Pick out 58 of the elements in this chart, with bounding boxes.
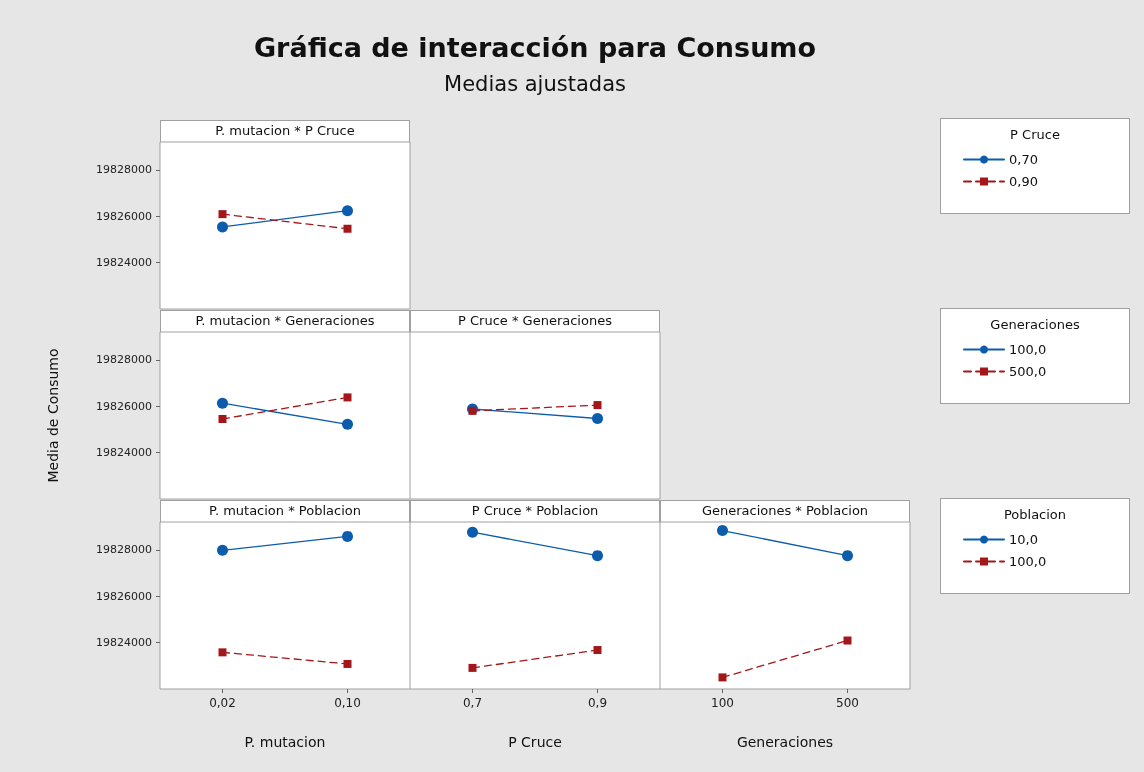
point [342, 205, 353, 217]
legend-title: P Cruce [1009, 127, 1061, 142]
point [468, 663, 477, 672]
legend-title: Poblacion [1002, 507, 1068, 522]
point [218, 414, 227, 423]
x-axis-title: Generaciones [736, 734, 834, 750]
x-tick-label: 0,10 [334, 696, 361, 710]
point [843, 636, 852, 645]
text: Gráfica de interacción para Consumo [253, 32, 817, 63]
y-tick-label: 19826000 [96, 399, 152, 413]
point [592, 413, 603, 425]
y-tick-label: 19828000 [96, 163, 152, 177]
legend-label: 100,0 [1009, 342, 1047, 357]
point [593, 646, 602, 655]
point [717, 525, 728, 537]
point [592, 550, 603, 562]
x-tick-label: 0,02 [209, 696, 236, 710]
point [718, 673, 727, 682]
chart-title: P. mutacion * Poblacion [160, 500, 410, 523]
legend-label: 0,70 [1009, 152, 1038, 167]
y-tick-label: 19824000 [96, 446, 152, 460]
point [217, 544, 228, 556]
chart-title: P. mutacion * P Cruce [160, 120, 410, 143]
y-tick-label: 19826000 [96, 589, 152, 603]
point [218, 648, 227, 657]
point [218, 210, 227, 219]
y-tick-label: 19828000 [96, 543, 152, 557]
point [842, 550, 853, 562]
point [343, 659, 352, 668]
y-tick-label: 19824000 [96, 256, 152, 270]
x-tick-label: 0,9 [587, 696, 608, 710]
chart-title: P Cruce * Poblacion [410, 500, 660, 523]
point [217, 397, 228, 409]
point [343, 224, 352, 233]
legend-label: 100,0 [1009, 554, 1047, 569]
legend-title: Generaciones [989, 317, 1081, 332]
y-tick-label: 19824000 [96, 636, 152, 650]
x-axis-title: P Cruce [508, 734, 562, 750]
y-tick-label: 19826000 [96, 209, 152, 223]
legend-label: 500,0 [1009, 364, 1047, 379]
chart-title: P. mutacion * Generaciones [160, 310, 410, 333]
point [343, 393, 352, 402]
chart-title: Generaciones * Poblacion [660, 500, 910, 523]
x-tick-label: 100 [711, 696, 734, 710]
y-axis-title: Media de Consumo [45, 348, 61, 483]
point [342, 530, 353, 542]
point [217, 221, 228, 233]
x-axis-title: P. mutacion [244, 734, 326, 750]
legend-label: 10,0 [1009, 532, 1038, 547]
x-tick-label: 0,7 [462, 696, 483, 710]
point [593, 401, 602, 410]
x-tick-label: 500 [836, 696, 859, 710]
chart-title: P Cruce * Generaciones [410, 310, 660, 333]
text: Medias ajustadas [444, 72, 626, 96]
point [342, 418, 353, 430]
legend-label: 0,90 [1009, 174, 1038, 189]
point [467, 526, 478, 538]
y-tick-label: 19828000 [96, 353, 152, 367]
